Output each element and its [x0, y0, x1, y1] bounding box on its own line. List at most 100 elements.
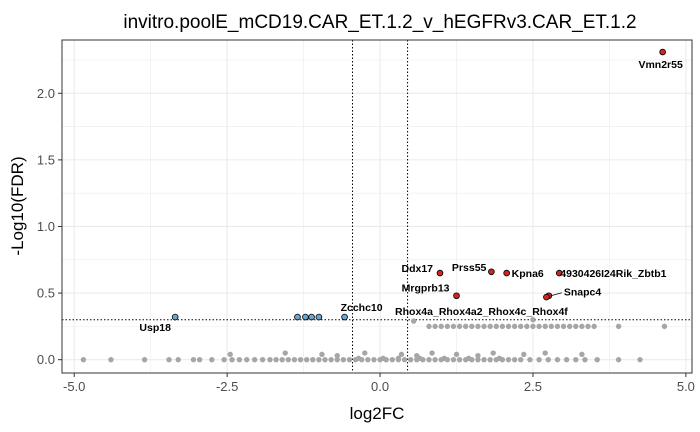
nonsig-point: [573, 356, 579, 363]
nonsig-point: [196, 356, 203, 363]
x-tick-label: -5.0: [63, 379, 85, 394]
plot-panel: [62, 40, 692, 373]
nonsig-point: [450, 323, 457, 330]
nonsig-point: [579, 351, 585, 358]
up-point: [488, 268, 495, 276]
nonsig-point: [229, 356, 235, 363]
nonsig-point: [414, 352, 420, 359]
nonsig-point: [244, 356, 250, 363]
panel-border: [61, 39, 693, 374]
nonsig-point: [322, 356, 328, 363]
up-point: [453, 292, 460, 300]
nonsig-point: [536, 323, 542, 330]
nonsig-point: [251, 356, 258, 363]
nonsig-point: [380, 355, 386, 362]
nonsig-point: [282, 350, 288, 356]
point-label: 4930426I24Rik_Zbtb1: [560, 268, 666, 280]
nonsig-point: [319, 351, 325, 358]
nonsig-point: [505, 323, 512, 330]
nonsig-point: [518, 356, 524, 363]
nonsig-point: [291, 356, 298, 363]
nonsig-point: [221, 356, 227, 363]
point-labels: Usp18 Zcchc10 Vmn2r55 Ddx17 Prss55 Kpna6 49304…: [139, 59, 683, 334]
nonsig-point: [432, 323, 438, 330]
nonsig-point: [524, 323, 530, 330]
nonsig-point: [310, 356, 316, 363]
y-tick-label: 2.0: [37, 86, 55, 101]
nonsig-point: [395, 355, 402, 362]
nonsig-point: [108, 356, 114, 363]
nonsig-point: [481, 323, 487, 330]
nonsig-point: [573, 323, 579, 330]
nonsig-point: [334, 356, 340, 363]
nonsig-point: [475, 356, 481, 363]
nonsig-point: [536, 356, 542, 363]
nonsig-point: [518, 323, 524, 330]
down-point: [302, 313, 309, 321]
label-leader-line: [550, 292, 562, 297]
nonsig-point: [499, 323, 506, 330]
nonsig-point: [398, 351, 405, 358]
x-tick-label: 5.0: [677, 379, 695, 394]
grid-minor: [62, 40, 692, 373]
point-label: Rhox4a_Rhox4a2_Rhox4c_Rhox4f: [395, 306, 568, 318]
y-tick-label: 0.5: [37, 286, 55, 301]
point-label: Zcchc10: [341, 302, 383, 314]
chart-title: invitro.poolE_mCD19.CAR_ET.1.2_v_hEGFRv3…: [123, 12, 636, 33]
nonsig-point: [456, 323, 463, 330]
y-axis: 0.0 0.5 1.0 1.5 2.0: [37, 86, 62, 367]
nonsig-point: [548, 323, 555, 330]
data-points: [80, 48, 668, 363]
nonsig-point: [285, 356, 292, 363]
nonsig-point: [487, 323, 493, 330]
nonsig-point: [279, 356, 285, 363]
nonsig-point: [615, 356, 622, 363]
nonsig-point: [407, 356, 414, 363]
up-point: [555, 269, 563, 277]
point-label: Prss55: [452, 262, 487, 274]
nonsig-point: [175, 356, 181, 363]
down-point: [341, 313, 348, 321]
x-tick-label: 0.0: [371, 379, 389, 394]
nonsig-point: [444, 323, 451, 330]
nonsig-point: [190, 356, 197, 363]
nonsig-point: [594, 356, 600, 363]
x-axis-title: log2FC: [350, 404, 405, 423]
point-label: Vmn2r55: [638, 59, 683, 71]
nonsig-point: [410, 318, 417, 324]
nonsig-point: [346, 356, 353, 363]
nonsig-point: [362, 350, 368, 356]
nonsig-point: [227, 351, 233, 358]
nonsig-point: [637, 356, 643, 363]
nonsig-point: [530, 317, 536, 323]
nonsig-point: [511, 323, 518, 330]
nonsig-point: [545, 356, 551, 363]
nonsig-point: [493, 323, 499, 330]
nonsig-point: [432, 356, 438, 363]
nonsig-point: [481, 356, 487, 363]
nonsig-point: [661, 323, 668, 330]
nonsig-point: [371, 356, 377, 363]
nonsig-point: [334, 352, 340, 359]
nonsig-point: [355, 355, 362, 362]
point-label: Usp18: [139, 322, 171, 334]
nonsig-point: [340, 356, 347, 363]
nonsig-point: [209, 356, 215, 363]
point-label: Kpna6: [512, 268, 544, 280]
nonsig-point: [475, 352, 481, 359]
x-tick-label: -2.5: [216, 379, 238, 394]
nonsig-point: [441, 355, 447, 362]
nonsig-point: [475, 323, 481, 330]
threshold-lines: [62, 40, 692, 373]
nonsig-point: [505, 356, 512, 363]
point-label: Ddx17: [401, 263, 433, 275]
y-tick-label: 0.0: [37, 352, 55, 367]
nonsig-point: [560, 323, 567, 330]
up-point: [659, 48, 666, 56]
nonsig-point: [429, 350, 435, 356]
nonsig-point: [80, 356, 87, 363]
nonsig-point: [389, 356, 395, 363]
nonsig-point: [426, 356, 432, 363]
grid-major: [62, 40, 692, 373]
